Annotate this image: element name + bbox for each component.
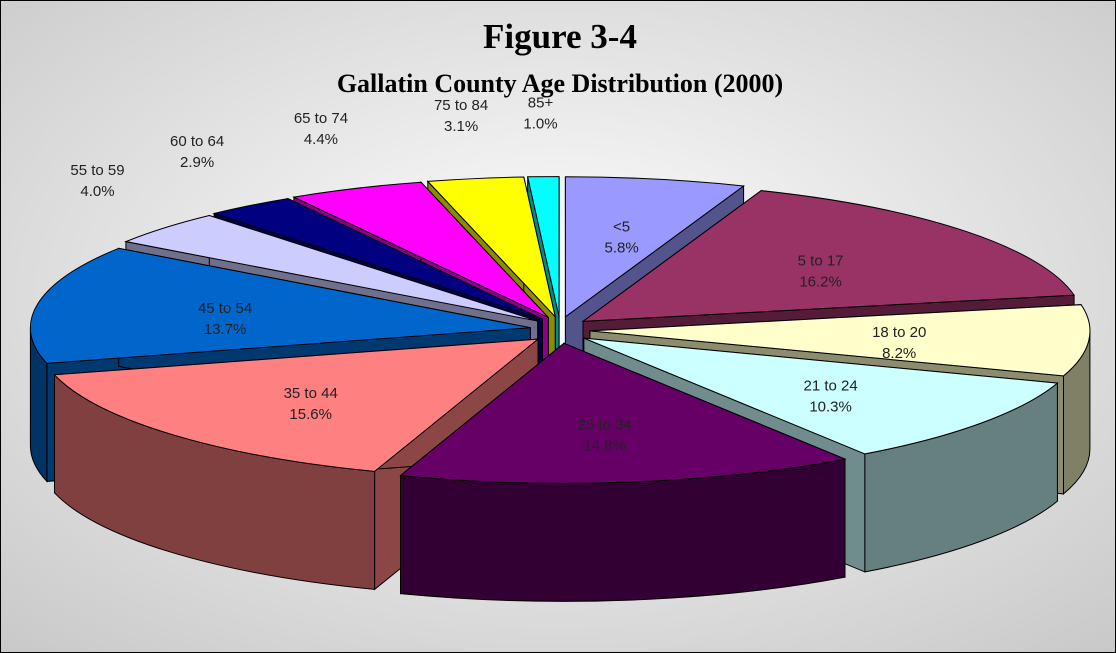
label-value: 4.0%	[80, 183, 114, 200]
label-category: <5	[613, 218, 630, 235]
label-category: 18 to 20	[872, 324, 926, 341]
pie: <5 5.8% 5 to 17 16.2% 18 to 20 8.2% 21 to 24 10…	[29, 95, 1091, 602]
slice-top	[527, 176, 560, 317]
data-label: 5 to 17 16.2%	[798, 253, 844, 291]
data-label: <5 5.8%	[605, 218, 639, 256]
label-category: 45 to 54	[198, 300, 252, 317]
label-value: 14.8%	[583, 437, 626, 454]
label-value: 10.3%	[809, 399, 852, 416]
label-value: 8.2%	[882, 345, 916, 362]
data-label: 75 to 84 3.1%	[434, 97, 488, 135]
data-label: 55 to 59 4.0%	[70, 162, 124, 200]
label-value: 13.7%	[204, 321, 247, 338]
data-label: 18 to 20 8.2%	[872, 324, 926, 362]
slice-top	[124, 214, 538, 322]
chart-subtitle: Gallatin County Age Distribution (2000)	[337, 69, 783, 98]
label-value: 4.4%	[304, 131, 338, 148]
slice-top	[426, 176, 557, 319]
label-category: 75 to 84	[434, 97, 488, 114]
slice-top	[212, 198, 543, 320]
label-category: 5 to 17	[798, 253, 844, 270]
label-category: 25 to 34	[578, 416, 632, 433]
data-label: 85+ 1.0%	[523, 95, 557, 133]
label-value: 2.9%	[180, 154, 214, 171]
label-category: 65 to 74	[294, 110, 348, 127]
slice-top	[583, 337, 1059, 455]
slice	[399, 342, 847, 602]
chart-title: Figure 3-4	[483, 17, 637, 56]
label-value: 16.2%	[799, 274, 842, 291]
label-category: 21 to 24	[803, 378, 857, 395]
label-value: 5.8%	[605, 239, 639, 256]
slice-top	[29, 247, 531, 364]
data-label: 65 to 74 4.4%	[294, 110, 348, 148]
label-value: 3.1%	[444, 118, 478, 135]
label-category: 35 to 44	[284, 385, 338, 402]
slice-top	[564, 176, 745, 318]
slice-top	[292, 181, 549, 319]
label-category: 85+	[528, 95, 554, 112]
label-category: 60 to 64	[170, 133, 224, 150]
label-value: 15.6%	[289, 406, 332, 423]
label-value: 1.0%	[523, 116, 557, 133]
data-label: 35 to 44 15.6%	[284, 385, 338, 423]
label-category: 55 to 59	[70, 162, 124, 179]
data-label: 60 to 64 2.9%	[170, 133, 224, 171]
data-label: 45 to 54 13.7%	[198, 300, 252, 338]
slice-top	[589, 304, 1091, 377]
data-label: 21 to 24 10.3%	[803, 378, 857, 416]
slice-top	[581, 190, 1076, 322]
slice-top	[53, 338, 540, 472]
data-label: 25 to 34 14.8%	[578, 416, 632, 454]
slice-top	[399, 342, 847, 484]
